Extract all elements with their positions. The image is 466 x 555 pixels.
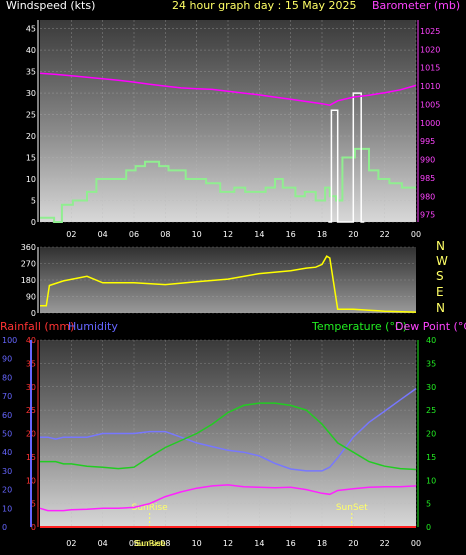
temp-tick-label: 0 bbox=[426, 523, 431, 532]
x-tick-label: 16 bbox=[286, 539, 296, 548]
wind-tick-label: 0 bbox=[31, 218, 36, 227]
x-tick-label: 02 bbox=[66, 539, 76, 548]
compass-label-e: E bbox=[436, 285, 444, 299]
humidity-tick-label: 70 bbox=[2, 392, 12, 401]
humidity-tick-label: 60 bbox=[2, 411, 12, 420]
x-tick-label: 10 bbox=[192, 539, 202, 548]
compass-label-s: S bbox=[436, 269, 444, 283]
x-tick-label: 14 bbox=[254, 230, 264, 239]
temperature-axis-title: Temperature (°C) bbox=[311, 320, 407, 333]
x-tick-label: 08 bbox=[160, 230, 170, 239]
x-tick-label: 10 bbox=[192, 230, 202, 239]
wind-tick-label: 25 bbox=[26, 111, 36, 120]
sun-label-bottom: SunRise bbox=[134, 539, 166, 548]
wind-tick-label: 20 bbox=[26, 132, 36, 141]
baro-tick-label: 1025 bbox=[420, 27, 440, 36]
baro-tick-label: 1005 bbox=[420, 100, 440, 109]
barometer-axis-title: Barometer (mb) bbox=[372, 0, 460, 12]
compass-label-w: W bbox=[436, 254, 448, 268]
x-tick-label: 06 bbox=[129, 230, 139, 239]
x-tick-label: 22 bbox=[380, 539, 390, 548]
x-tick-label: 00 bbox=[411, 230, 421, 239]
x-tick-label: 20 bbox=[348, 230, 358, 239]
series-temperature bbox=[40, 402, 417, 471]
temp-tick-label: 40 bbox=[426, 336, 436, 345]
x-tick-label: 20 bbox=[348, 539, 358, 548]
x-tick-label: 22 bbox=[380, 230, 390, 239]
humidity-tick-label: 80 bbox=[2, 373, 12, 382]
sun-label: SunRise bbox=[132, 503, 169, 513]
x-tick-label: 16 bbox=[286, 230, 296, 239]
humidity-axis-title: Humidity bbox=[68, 320, 118, 333]
temp-tick-label: 5 bbox=[426, 500, 431, 509]
compass-label-n-bottom: N bbox=[436, 301, 445, 315]
baro-tick-label: 1020 bbox=[420, 45, 440, 54]
series-wind-direction bbox=[40, 255, 417, 313]
x-tick-label: 02 bbox=[66, 230, 76, 239]
temp-tick-label: 25 bbox=[426, 406, 436, 415]
humidity-tick-label: 50 bbox=[2, 430, 12, 439]
temp-tick-label: 20 bbox=[426, 430, 436, 439]
humidity-tick-label: 0 bbox=[2, 523, 7, 532]
series-gust bbox=[328, 92, 365, 223]
series-barometer bbox=[39, 72, 417, 106]
chart-title: 24 hour graph day : 15 May 2025 bbox=[172, 0, 357, 12]
direction-tick-label: 90 bbox=[26, 293, 36, 302]
humidity-tick-label: 30 bbox=[2, 467, 12, 476]
humidity-tick-label: 20 bbox=[2, 486, 12, 495]
baro-tick-label: 985 bbox=[420, 174, 435, 183]
baro-tick-label: 980 bbox=[420, 192, 435, 201]
wind-tick-label: 35 bbox=[26, 68, 36, 77]
temp-tick-label: 10 bbox=[426, 476, 436, 485]
wind-tick-label: 45 bbox=[26, 25, 36, 34]
baro-tick-label: 975 bbox=[420, 211, 435, 220]
temp-tick-label: 30 bbox=[426, 383, 436, 392]
temp-tick-label: 15 bbox=[426, 453, 436, 462]
x-tick-label: 18 bbox=[317, 539, 327, 548]
x-tick-label: 00 bbox=[411, 539, 421, 548]
direction-tick-label: 0 bbox=[31, 309, 36, 318]
wind-tick-label: 5 bbox=[31, 197, 36, 206]
sun-label: SunSet bbox=[336, 503, 368, 513]
temp-tick-label: 35 bbox=[426, 359, 436, 368]
x-tick-label: 04 bbox=[98, 230, 108, 239]
baro-tick-label: 990 bbox=[420, 156, 435, 165]
x-tick-label: 08 bbox=[160, 539, 170, 548]
x-tick-label: 12 bbox=[223, 539, 233, 548]
baro-tick-label: 1000 bbox=[420, 119, 440, 128]
x-tick-label: 12 bbox=[223, 230, 233, 239]
direction-tick-label: 270 bbox=[21, 260, 36, 269]
wind-tick-label: 10 bbox=[26, 175, 36, 184]
baro-tick-label: 1010 bbox=[420, 82, 440, 91]
x-tick-label: 04 bbox=[98, 539, 108, 548]
wind-tick-label: 30 bbox=[26, 89, 36, 98]
direction-tick-label: 360 bbox=[21, 243, 36, 252]
compass-label-n-top: N bbox=[436, 239, 445, 253]
windspeed-axis-title: Windspeed (kts) bbox=[6, 0, 95, 12]
sun-label-bottom: Sunset bbox=[136, 539, 163, 548]
x-tick-label: 18 bbox=[317, 230, 327, 239]
rain-tick-label: 5 bbox=[31, 500, 36, 509]
series-dew-point bbox=[39, 484, 417, 512]
baro-tick-label: 995 bbox=[420, 137, 435, 146]
baro-tick-label: 1015 bbox=[420, 64, 440, 73]
dewpoint-axis-title: Dew Point (°C) bbox=[395, 320, 466, 333]
rain-tick-label: 0 bbox=[31, 523, 36, 532]
humidity-tick-label: 100 bbox=[2, 336, 17, 345]
x-tick-label: 14 bbox=[254, 539, 264, 548]
humidity-tick-label: 40 bbox=[2, 448, 12, 457]
wind-tick-label: 15 bbox=[26, 154, 36, 163]
direction-tick-label: 180 bbox=[21, 276, 36, 285]
wind-tick-label: 40 bbox=[26, 46, 36, 55]
x-tick-label: 06 bbox=[129, 539, 139, 548]
rainfall-axis-title: Rainfall (mm) bbox=[0, 320, 74, 333]
humidity-tick-label: 10 bbox=[2, 504, 12, 513]
humidity-tick-label: 90 bbox=[2, 355, 12, 364]
